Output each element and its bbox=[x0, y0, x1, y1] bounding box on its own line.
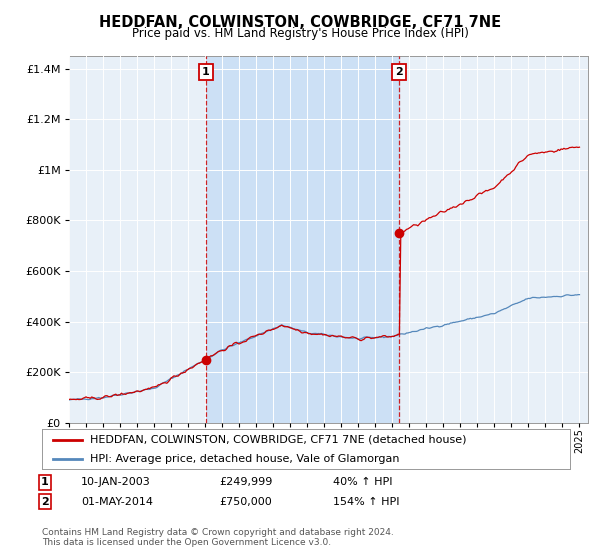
Text: HEDDFAN, COLWINSTON, COWBRIDGE, CF71 7NE (detached house): HEDDFAN, COLWINSTON, COWBRIDGE, CF71 7NE… bbox=[89, 435, 466, 445]
Text: 154% ↑ HPI: 154% ↑ HPI bbox=[333, 497, 400, 507]
Text: Contains HM Land Registry data © Crown copyright and database right 2024.
This d: Contains HM Land Registry data © Crown c… bbox=[42, 528, 394, 547]
Text: 01-MAY-2014: 01-MAY-2014 bbox=[81, 497, 153, 507]
Text: 2: 2 bbox=[395, 67, 403, 77]
Text: Price paid vs. HM Land Registry's House Price Index (HPI): Price paid vs. HM Land Registry's House … bbox=[131, 27, 469, 40]
Text: 40% ↑ HPI: 40% ↑ HPI bbox=[333, 477, 392, 487]
Text: 10-JAN-2003: 10-JAN-2003 bbox=[81, 477, 151, 487]
Text: 2: 2 bbox=[41, 497, 49, 507]
Text: £750,000: £750,000 bbox=[219, 497, 272, 507]
Text: HPI: Average price, detached house, Vale of Glamorgan: HPI: Average price, detached house, Vale… bbox=[89, 454, 399, 464]
Text: 1: 1 bbox=[202, 67, 209, 77]
Text: 1: 1 bbox=[41, 477, 49, 487]
Text: £249,999: £249,999 bbox=[219, 477, 272, 487]
Bar bbox=[206, 56, 400, 423]
Text: HEDDFAN, COLWINSTON, COWBRIDGE, CF71 7NE: HEDDFAN, COLWINSTON, COWBRIDGE, CF71 7NE bbox=[99, 15, 501, 30]
